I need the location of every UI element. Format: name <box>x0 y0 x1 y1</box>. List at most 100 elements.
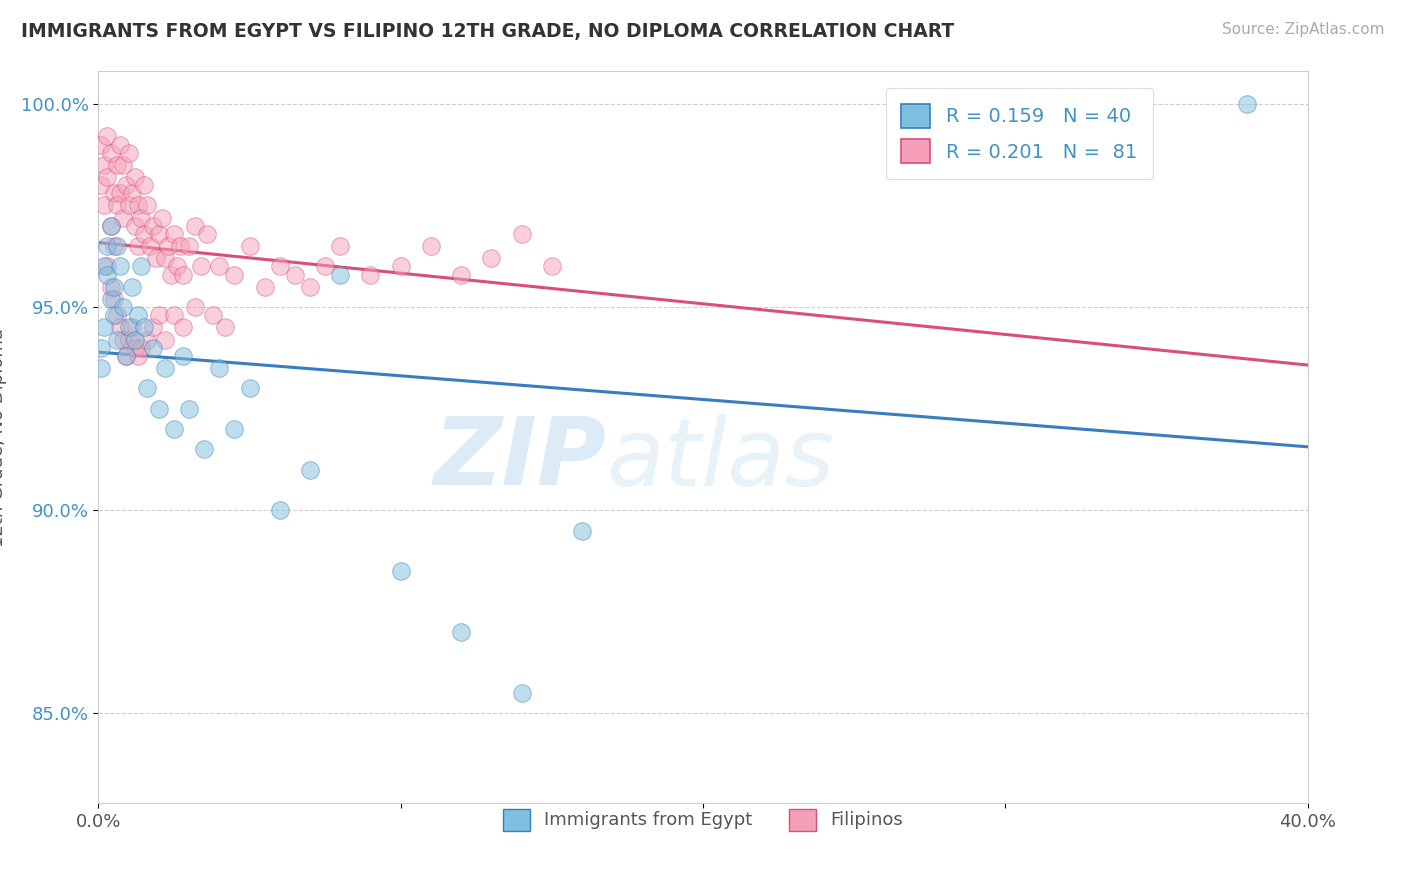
Point <box>571 524 593 538</box>
Point <box>90 341 112 355</box>
Point <box>121 320 143 334</box>
Point <box>108 137 131 152</box>
Point <box>179 401 201 416</box>
Point <box>269 503 291 517</box>
Point <box>96 268 118 282</box>
Point <box>129 341 152 355</box>
Point <box>118 320 141 334</box>
Point <box>163 422 186 436</box>
Point <box>103 186 125 201</box>
Point <box>360 268 382 282</box>
Point <box>214 320 236 334</box>
Point <box>114 349 136 363</box>
Point <box>150 211 173 225</box>
Point <box>108 186 131 201</box>
Point <box>172 320 194 334</box>
Point <box>103 279 125 293</box>
Point <box>389 564 412 578</box>
Point <box>208 361 231 376</box>
Point <box>208 260 231 274</box>
Point <box>172 349 194 363</box>
Point <box>100 219 122 233</box>
Point <box>93 158 115 172</box>
Point <box>100 219 122 233</box>
Point <box>142 320 165 334</box>
Point <box>224 268 246 282</box>
Point <box>253 279 276 293</box>
Text: ZIP: ZIP <box>433 413 606 505</box>
Point <box>269 260 291 274</box>
Point <box>450 268 472 282</box>
Point <box>160 268 183 282</box>
Point <box>329 268 352 282</box>
Point <box>510 686 533 700</box>
Point <box>190 260 212 274</box>
Point <box>163 227 186 241</box>
Y-axis label: 12th Grade, No Diploma: 12th Grade, No Diploma <box>0 327 7 547</box>
Point <box>93 260 115 274</box>
Point <box>100 279 122 293</box>
Point <box>111 158 134 172</box>
Point <box>129 211 152 225</box>
Point <box>111 211 134 225</box>
Point <box>100 145 122 160</box>
Point <box>121 279 143 293</box>
Point <box>90 178 112 193</box>
Point <box>195 227 218 241</box>
Point <box>239 381 262 395</box>
Point <box>127 349 149 363</box>
Point <box>314 260 336 274</box>
Point <box>481 252 503 266</box>
Point <box>329 239 352 253</box>
Point <box>132 178 155 193</box>
Point <box>105 158 128 172</box>
Point <box>108 260 131 274</box>
Point <box>135 333 157 347</box>
Point <box>111 333 134 347</box>
Point <box>103 308 125 322</box>
Point <box>540 260 562 274</box>
Point <box>1236 96 1258 111</box>
Point <box>100 292 122 306</box>
Point <box>96 129 118 144</box>
Point <box>124 333 146 347</box>
Point <box>118 333 141 347</box>
Point <box>105 333 128 347</box>
Point <box>105 239 128 253</box>
Point <box>132 320 155 334</box>
Point <box>172 268 194 282</box>
Point <box>135 381 157 395</box>
Point <box>105 308 128 322</box>
Point <box>142 219 165 233</box>
Point <box>153 361 176 376</box>
Point <box>90 137 112 152</box>
Point <box>96 239 118 253</box>
Point <box>142 341 165 355</box>
Point <box>114 349 136 363</box>
Point <box>420 239 443 253</box>
Point <box>184 300 207 314</box>
Point <box>156 239 179 253</box>
Point <box>96 169 118 184</box>
Point <box>103 239 125 253</box>
Point <box>184 219 207 233</box>
Point <box>129 260 152 274</box>
Point <box>166 260 188 274</box>
Point <box>389 260 412 274</box>
Point <box>132 227 155 241</box>
Text: IMMIGRANTS FROM EGYPT VS FILIPINO 12TH GRADE, NO DIPLOMA CORRELATION CHART: IMMIGRANTS FROM EGYPT VS FILIPINO 12TH G… <box>21 22 955 41</box>
Point <box>118 198 141 212</box>
Point <box>118 145 141 160</box>
Point <box>169 239 191 253</box>
Point <box>139 239 162 253</box>
Point <box>105 198 128 212</box>
Point <box>163 308 186 322</box>
Point <box>153 333 176 347</box>
Point <box>148 227 170 241</box>
Point <box>121 186 143 201</box>
Point <box>299 279 322 293</box>
Point <box>93 198 115 212</box>
Point <box>111 300 134 314</box>
Point <box>179 239 201 253</box>
Point <box>148 401 170 416</box>
